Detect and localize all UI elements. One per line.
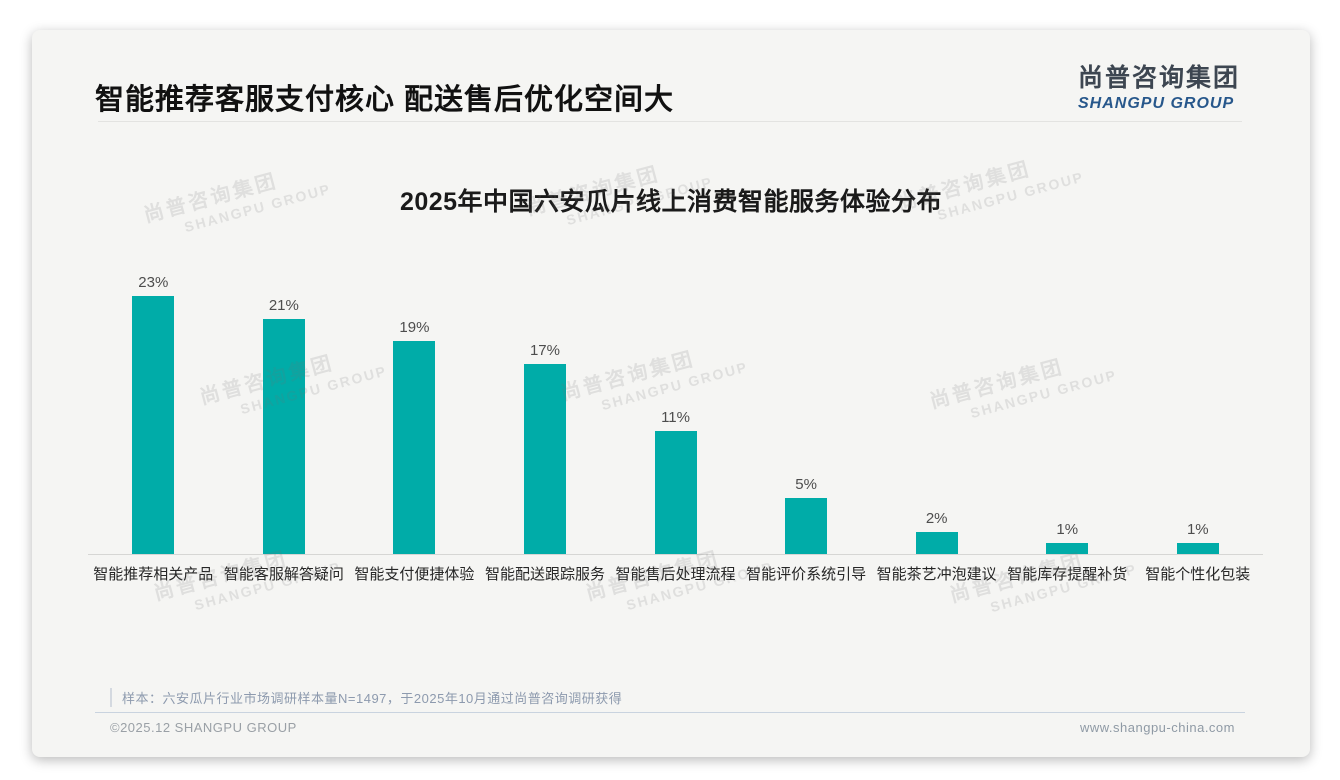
bar-column: 1% [1133, 521, 1264, 554]
title-divider [98, 121, 1242, 122]
category-label: 智能推荐相关产品 [93, 566, 214, 583]
report-card: 智能推荐客服支付核心 配送售后优化空间大 尚普咨询集团 SHANGPU GROU… [32, 30, 1310, 757]
copyright-text: ©2025.12 SHANGPU GROUP [110, 720, 297, 735]
bar-column: 23% [88, 274, 219, 554]
category-label: 智能配送跟踪服务 [484, 566, 605, 583]
bar-value-label: 1% [1056, 520, 1079, 538]
logo: 尚普咨询集团 SHANGPU GROUP [1078, 58, 1240, 113]
bar-column: 19% [349, 319, 480, 554]
category-label: 智能评价系统引导 [746, 566, 867, 583]
category-label: 智能个性化包装 [1145, 566, 1251, 583]
bar-columns: 23% 21% 19% 17% 11% 5% 2% 1% 1% [88, 230, 1263, 554]
logo-text-cn: 尚普咨询集团 [1077, 64, 1240, 92]
bar [654, 430, 697, 554]
bar [262, 318, 305, 554]
bar-column: 11% [610, 409, 741, 554]
bar-value-label: 21% [268, 296, 299, 314]
bar-column: 5% [741, 476, 872, 554]
x-axis-line [88, 554, 1263, 555]
category-label: 智能售后处理流程 [615, 566, 736, 583]
bar-column: 21% [219, 297, 350, 554]
bar [1176, 542, 1219, 554]
category-label: 智能支付便捷体验 [354, 566, 475, 583]
bar [523, 363, 566, 554]
bar-value-label: 23% [138, 274, 169, 292]
footer-divider [95, 712, 1245, 713]
bar-column: 1% [1002, 521, 1133, 554]
bar [1046, 542, 1089, 554]
bar-value-label: 17% [529, 341, 560, 359]
logo-text-en: SHANGPU GROUP [1077, 95, 1235, 112]
bar-column: 17% [480, 342, 611, 554]
bar [785, 498, 828, 554]
category-label: 智能客服解答疑问 [223, 566, 344, 583]
bar-column: 2% [871, 510, 1002, 554]
bar [132, 296, 175, 554]
category-labels: 智能推荐相关产品 智能客服解答疑问 智能支付便捷体验 智能配送跟踪服务 智能售后处理流程… [88, 563, 1263, 584]
page-title: 智能推荐客服支付核心 配送售后优化空间大 [95, 84, 675, 116]
bar-value-label: 2% [925, 509, 948, 527]
footer: ©2025.12 SHANGPU GROUP www.shangpu-china… [110, 720, 1235, 735]
bar-value-label: 11% [661, 408, 690, 426]
sample-note: 样本：六安瓜片行业市场调研样本量N=1497，于2025年10月通过尚普咨询调研… [110, 688, 622, 707]
chart-title: 2025年中国六安瓜片线上消费智能服务体验分布 [399, 188, 943, 216]
bar [393, 341, 436, 554]
bar [915, 531, 958, 554]
category-label: 智能库存提醒补货 [1007, 566, 1128, 583]
bar-value-label: 19% [399, 319, 430, 337]
bar-value-label: 1% [1186, 520, 1209, 538]
category-label: 智能茶艺冲泡建议 [876, 566, 997, 583]
plot-area: 23% 21% 19% 17% 11% 5% 2% 1% 1% 智能推荐相关产品… [88, 230, 1263, 583]
website-text: www.shangpu-china.com [1079, 720, 1235, 735]
bar-value-label: 5% [795, 476, 817, 493]
